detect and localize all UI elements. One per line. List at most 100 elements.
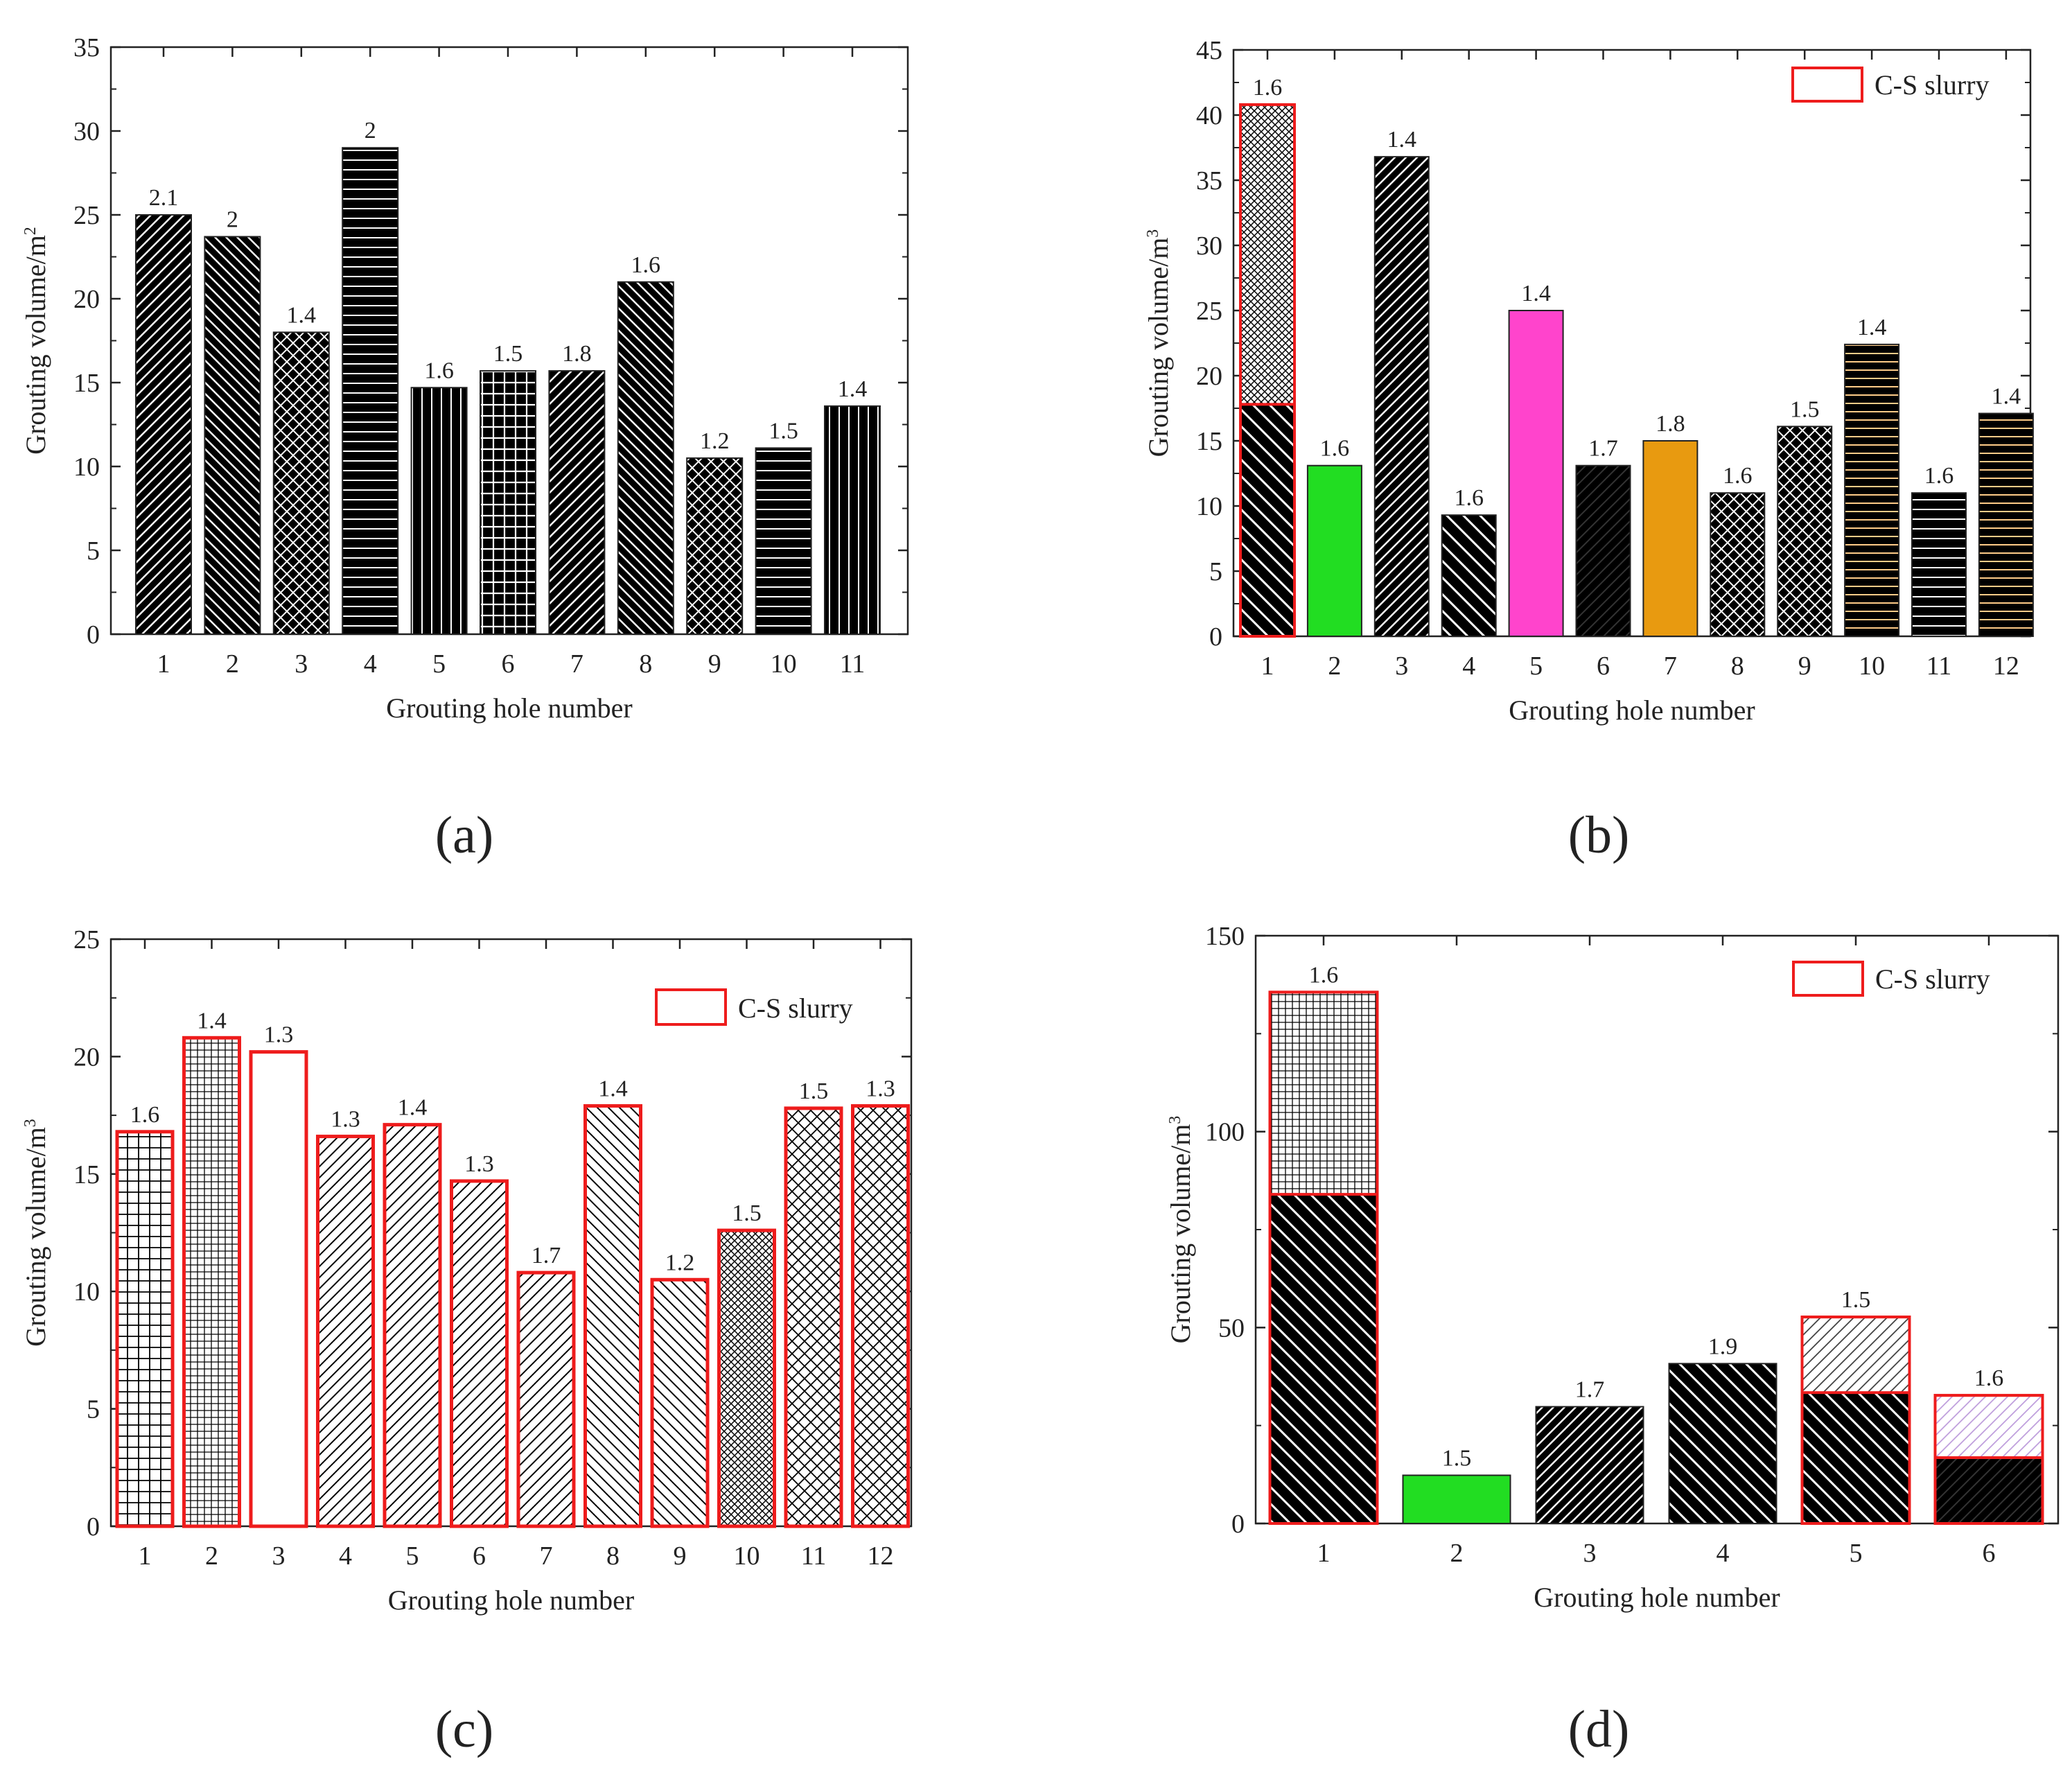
y-tick-label: 30 [73,117,100,146]
chart-panel-d: 0 50 100 150 1 1.6 2 1.5 3 1.7 4 1.9 5 1.5 6 1.6 Groutin… [1165,922,2060,1613]
bar-cement-hole-2 [1402,1474,1511,1525]
data-label-hole-11: 1.4 [838,376,868,402]
data-label-hole-12: 1.4 [1992,384,2021,410]
y-axis-label: Grouting volume/m3 [20,1119,51,1347]
panel-label-c: (c) [435,1700,493,1758]
x-tick-label: 2 [205,1541,218,1571]
data-label-hole-3: 1.3 [264,1022,294,1048]
x-tick-label: 8 [639,649,652,679]
data-label-hole-5: 1.4 [398,1095,428,1121]
data-label-hole-2: 1.5 [1442,1445,1472,1471]
data-label-hole-10: 1.4 [1857,315,1887,340]
bar-hole-4 [342,147,399,635]
y-tick-label: 40 [1196,101,1222,130]
x-tick-label: 3 [1583,1539,1597,1568]
bar-cement-hole-1 [1240,403,1295,637]
bar-cs-hole-8 [583,1104,642,1528]
x-tick-label: 1 [157,649,170,679]
y-tick-label: 30 [1196,232,1222,261]
y-tick-label: 150 [1205,922,1245,951]
bar-cs-hole-1 [115,1130,175,1528]
data-label-hole-2: 1.4 [197,1008,227,1033]
x-tick-label: 9 [1798,652,1811,681]
bar-cement-hole-12 [1978,412,2034,638]
chart-panel-b: 0 5 10 15 20 25 30 35 40 45 1 1.6 2 1.6 3 1.4 4 1.6 5 1.4 6 1… [1143,36,2034,726]
bar-cs-hole-1 [1239,103,1296,406]
panel-label-a: (a) [435,806,493,864]
bar-cs-hole-11 [784,1106,843,1528]
y-axis-label: Grouting volume/m3 [1165,1116,1196,1344]
x-tick-label: 11 [801,1541,827,1571]
data-label-hole-1: 1.6 [1253,75,1283,101]
legend-swatch-cs-slurry [1791,67,1863,103]
panel-label-b: (b) [1568,806,1630,864]
x-tick-label: 2 [1450,1539,1464,1568]
y-tick-label: 5 [1209,557,1222,586]
data-label-hole-7: 1.8 [562,341,592,367]
y-tick-label: 45 [1196,36,1222,65]
y-tick-label: 15 [73,369,100,398]
x-tick-label: 7 [570,649,583,679]
x-tick-label: 6 [473,1541,486,1571]
bar-hole-9 [686,457,744,636]
data-label-hole-2: 1.6 [1320,436,1350,462]
chart-panel-c: 0 5 10 15 20 25 1 1.6 2 1.4 3 1.3 4 1.3 5 1.4 6 1.3 7 1.7 8 1… [20,925,913,1616]
data-label-hole-1: 1.6 [1309,962,1339,988]
bar-cement-hole-9 [1777,426,1833,637]
bar-cement-hole-2 [1306,464,1362,637]
data-label-hole-4: 1.6 [1454,485,1484,511]
legend-label-cs-slurry: C-S slurry [738,993,853,1024]
data-label-hole-7: 1.7 [532,1243,561,1268]
y-tick-label: 5 [87,1395,100,1424]
x-tick-label: 1 [139,1541,152,1571]
x-tick-label: 12 [868,1541,894,1571]
bar-cement-hole-1 [1269,1194,1378,1524]
legend-label-cs-slurry: C-S slurry [1875,963,1990,995]
y-tick-label: 5 [87,536,100,566]
data-label-hole-6: 1.7 [1588,436,1618,462]
data-label-hole-10: 1.5 [732,1200,762,1226]
data-label-hole-9: 1.5 [1790,396,1820,422]
bar-cs-outline-hole-6 [1933,1394,2044,1525]
x-tick-label: 4 [364,649,377,679]
data-label-hole-3: 1.7 [1575,1377,1605,1403]
bar-hole-10 [755,447,812,635]
legend-swatch-cs-slurry [1792,961,1864,997]
data-label-hole-6: 1.3 [464,1151,494,1177]
bar-cs-outline-hole-5 [1800,1316,1911,1525]
x-tick-label: 6 [1597,652,1610,681]
bar-hole-6 [480,370,536,635]
bar-hole-8 [617,281,674,635]
x-tick-label: 9 [674,1541,687,1571]
bar-cs-hole-6 [1933,1394,2044,1460]
y-tick-label: 10 [73,453,100,482]
y-tick-label: 35 [73,33,100,62]
x-tick-label: 6 [502,649,515,679]
x-tick-label: 2 [226,649,239,679]
bar-hole-7 [548,370,606,635]
y-axis-label: Grouting volume/m3 [1143,229,1174,457]
x-tick-label: 11 [840,649,866,679]
y-tick-label: 0 [1209,622,1222,652]
bar-cs-outline-hole-1 [1239,103,1296,638]
x-tick-label: 2 [1328,652,1341,681]
data-label-hole-4: 1.3 [331,1107,360,1133]
data-label-hole-10: 1.5 [769,418,798,444]
bar-hole-11 [824,405,881,635]
data-label-hole-12: 1.3 [866,1076,895,1102]
bar-cement-hole-11 [1911,492,1967,638]
x-tick-label: 5 [1529,652,1543,681]
x-axis-label: Grouting hole number [1509,695,1755,726]
y-tick-label: 0 [87,1512,100,1541]
x-tick-label: 10 [771,649,797,679]
data-label-hole-3: 1.4 [1387,127,1417,152]
x-tick-label: 6 [1983,1539,1996,1568]
bar-cement-hole-10 [1844,343,1900,637]
x-tick-label: 8 [606,1541,620,1571]
x-tick-label: 3 [272,1541,286,1571]
data-label-hole-4: 2 [365,118,376,143]
bar-cs-hole-1 [1268,990,1379,1196]
y-tick-label: 15 [1196,427,1222,456]
x-tick-label: 10 [734,1541,760,1571]
bar-cement-hole-5 [1508,310,1564,637]
